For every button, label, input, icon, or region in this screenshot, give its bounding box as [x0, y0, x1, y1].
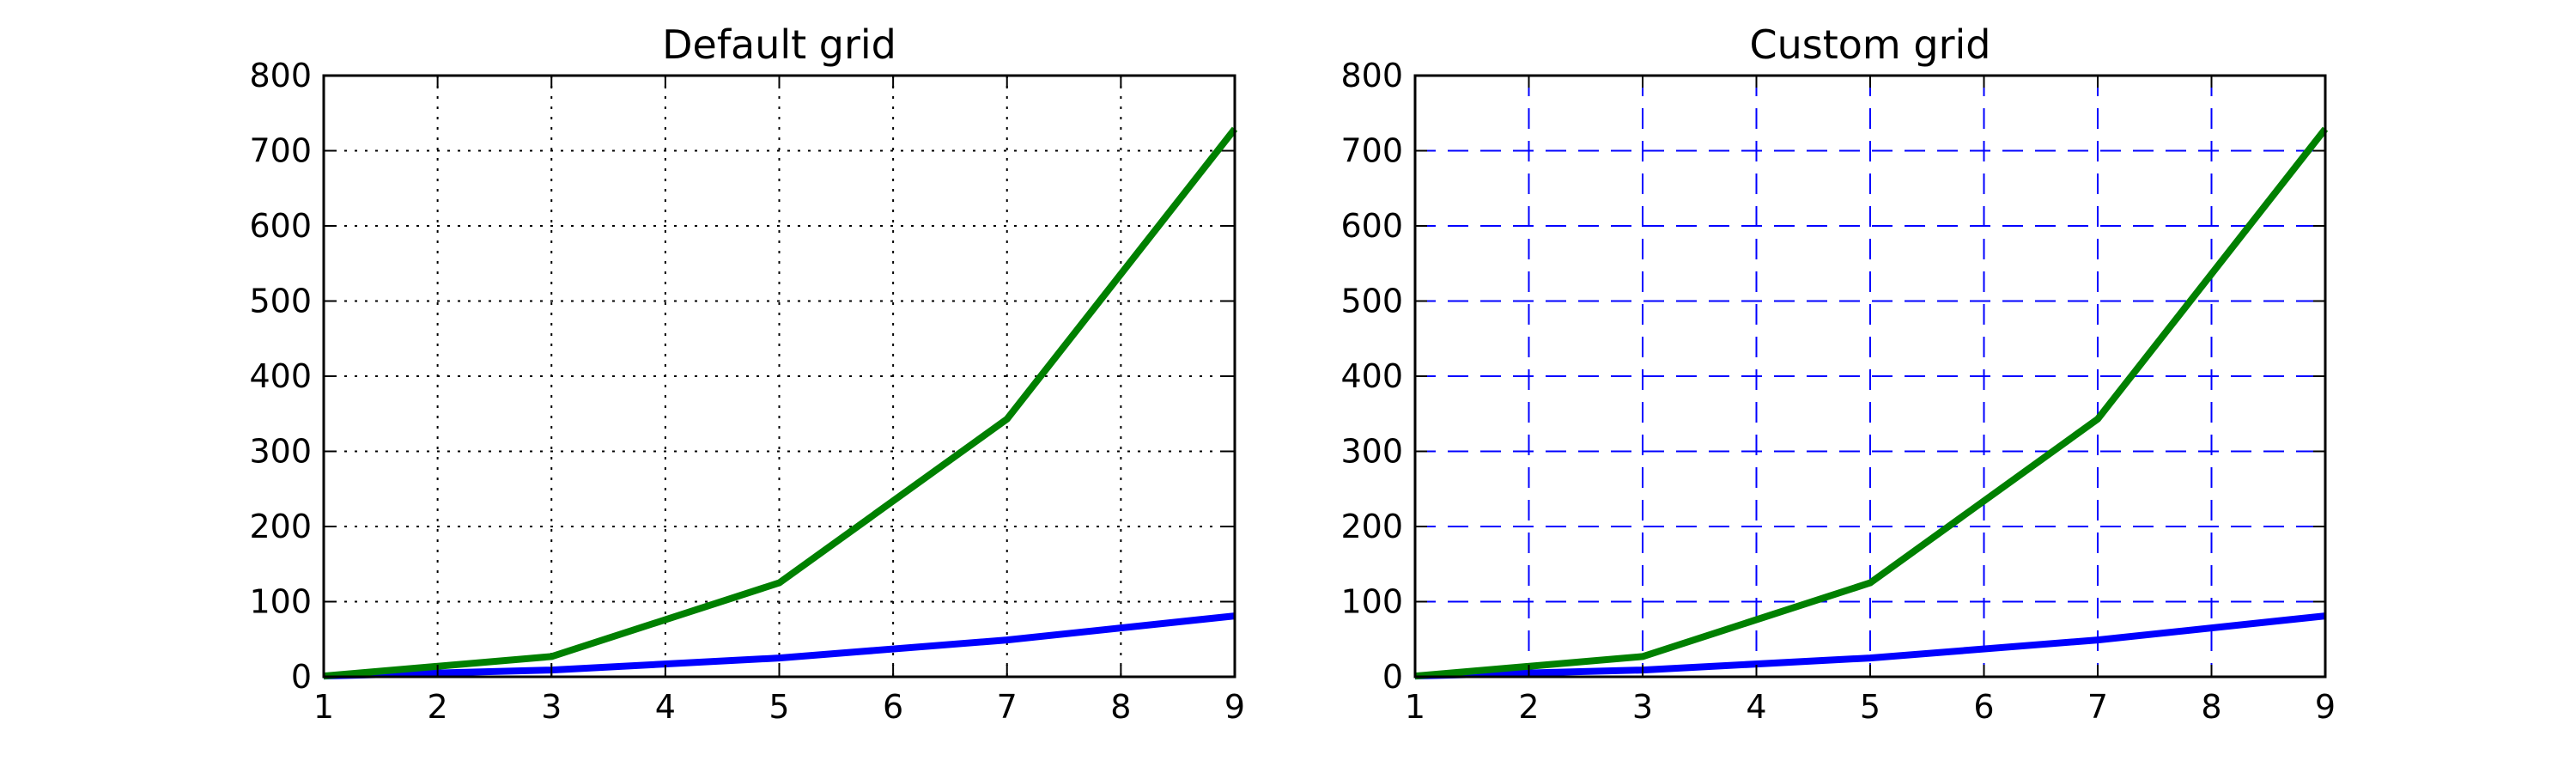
y-tick-label: 100	[1340, 583, 1403, 621]
y-tick-label: 500	[1340, 283, 1403, 320]
x-tick-label: 6	[883, 688, 903, 726]
chart-default-grid: 1 2 3 4 5 6 7 8 9 0 100 200 300 400 500 600 700 800 Defaul…	[249, 21, 1245, 726]
y-tick-label: 800	[249, 57, 312, 94]
y-tick-label: 400	[1340, 357, 1403, 395]
y-tick-label: 0	[1382, 658, 1403, 696]
y-tick-label: 200	[1340, 508, 1403, 545]
x-tick-label: 4	[1746, 688, 1766, 726]
y-tick-label: 200	[249, 508, 312, 545]
y-tick-label: 700	[1340, 132, 1403, 170]
y-tick-label: 600	[1340, 207, 1403, 245]
chart-title: Custom grid	[1750, 21, 1991, 68]
x-tick-label: 3	[541, 688, 562, 726]
y-tick-label: 500	[249, 283, 312, 320]
series-line-0	[1414, 612, 2326, 680]
grid	[323, 75, 1236, 678]
x-tick-label: 2	[428, 688, 448, 726]
x-tick-label: 3	[1632, 688, 1653, 726]
series-line-1	[323, 126, 1238, 680]
grid	[1414, 75, 2326, 678]
y-tick-label: 100	[249, 583, 312, 621]
y-tick-label: 0	[291, 658, 312, 696]
x-tick-label: 7	[997, 688, 1018, 726]
x-tick-label: 5	[1860, 688, 1880, 726]
x-tick-label: 2	[1518, 688, 1539, 726]
x-tick-label: 7	[2087, 688, 2108, 726]
y-tick-label: 300	[249, 433, 312, 471]
x-tick-label: 6	[1973, 688, 1994, 726]
x-tick-label: 8	[2201, 688, 2221, 726]
y-tick-label: 600	[249, 207, 312, 245]
x-tick-label: 9	[1224, 688, 1245, 726]
x-tick-label: 1	[1405, 688, 1425, 726]
x-tick-label: 4	[655, 688, 676, 726]
x-tick-label: 9	[2315, 688, 2336, 726]
y-tick-label: 400	[249, 357, 312, 395]
chart-title: Default grid	[662, 21, 896, 68]
x-tick-label: 1	[313, 688, 334, 726]
x-tick-label: 5	[769, 688, 789, 726]
series-line-0	[323, 612, 1236, 680]
series-line-1	[1414, 126, 2329, 680]
y-tick-label: 300	[1340, 433, 1403, 471]
chart-custom-grid: 1 2 3 4 5 6 7 8 9 0 100 200 300 400 500 600 700 800 Custom…	[1340, 21, 2336, 726]
y-tick-label: 800	[1340, 57, 1403, 94]
x-tick-label: 8	[1110, 688, 1131, 726]
y-tick-label: 700	[249, 132, 312, 170]
